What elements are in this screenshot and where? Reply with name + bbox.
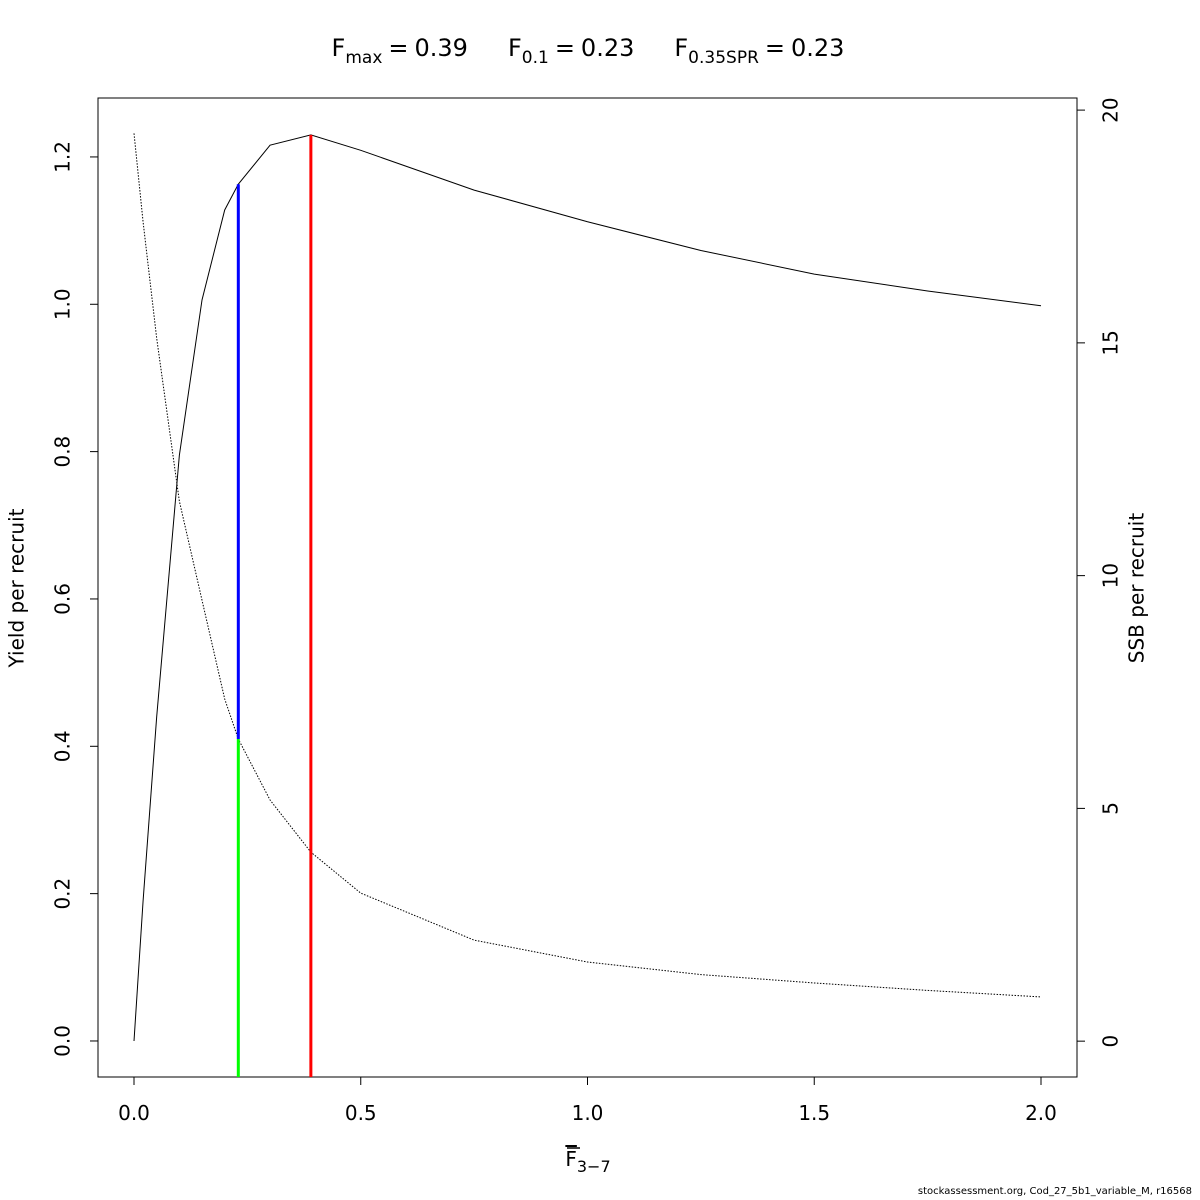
title-relation: = <box>555 34 575 62</box>
x-tick-label: 0.5 <box>345 1101 377 1125</box>
y2-tick-label: 0 <box>1099 1035 1123 1048</box>
plot-frame <box>97 97 1078 1078</box>
y2-axis-label: SSB per recruit <box>1125 513 1149 664</box>
y2-tick-label: 10 <box>1099 563 1123 588</box>
title-subscript: 0.1 <box>522 48 549 68</box>
title-value: 0.39 <box>415 34 468 62</box>
title-value: 0.23 <box>581 34 634 62</box>
x-axis-label-subscript: 3−7 <box>577 1157 611 1176</box>
title-symbol: F <box>508 34 522 62</box>
chart-title: Fmax = 0.39 F0.1 = 0.23 F0.35SPR = 0.23 <box>332 34 845 68</box>
y-tick-label: 0.2 <box>51 878 75 910</box>
y-tick-label: 1.2 <box>51 141 75 173</box>
footer: stockassessment.org, Cod_27_5b1_variable… <box>918 1186 1192 1197</box>
x-axis-label: F3−7 <box>565 1147 610 1176</box>
y2-tick-label: 20 <box>1099 97 1123 122</box>
title-subscript: max <box>345 48 382 68</box>
x-tick-label: 0.0 <box>118 1101 150 1125</box>
x-tick-label: 2.0 <box>1025 1101 1057 1125</box>
y-tick-label: 0.4 <box>51 730 75 762</box>
y-tick-label: 0.8 <box>51 436 75 468</box>
y-tick-label: 0.6 <box>51 583 75 615</box>
y-tick-label: 1.0 <box>51 288 75 320</box>
title-symbol: F <box>332 34 346 62</box>
y-axis-label: Yield per recruit <box>5 508 29 668</box>
title-relation: = <box>388 34 408 62</box>
title-relation: = <box>765 34 785 62</box>
x-tick-label: 1.5 <box>798 1101 830 1125</box>
y2-tick-label: 5 <box>1099 802 1123 815</box>
data-line <box>133 133 1042 998</box>
y-tick-label: 0.0 <box>51 1025 75 1057</box>
x-tick-label: 1.0 <box>572 1101 604 1125</box>
title-subscript: 0.35SPR <box>688 48 759 68</box>
title-value: 0.23 <box>791 34 844 62</box>
x-axis-label-symbol: F <box>565 1147 577 1171</box>
data-line <box>133 134 1042 1042</box>
title-symbol: F <box>674 34 688 62</box>
y2-tick-label: 15 <box>1099 330 1123 355</box>
